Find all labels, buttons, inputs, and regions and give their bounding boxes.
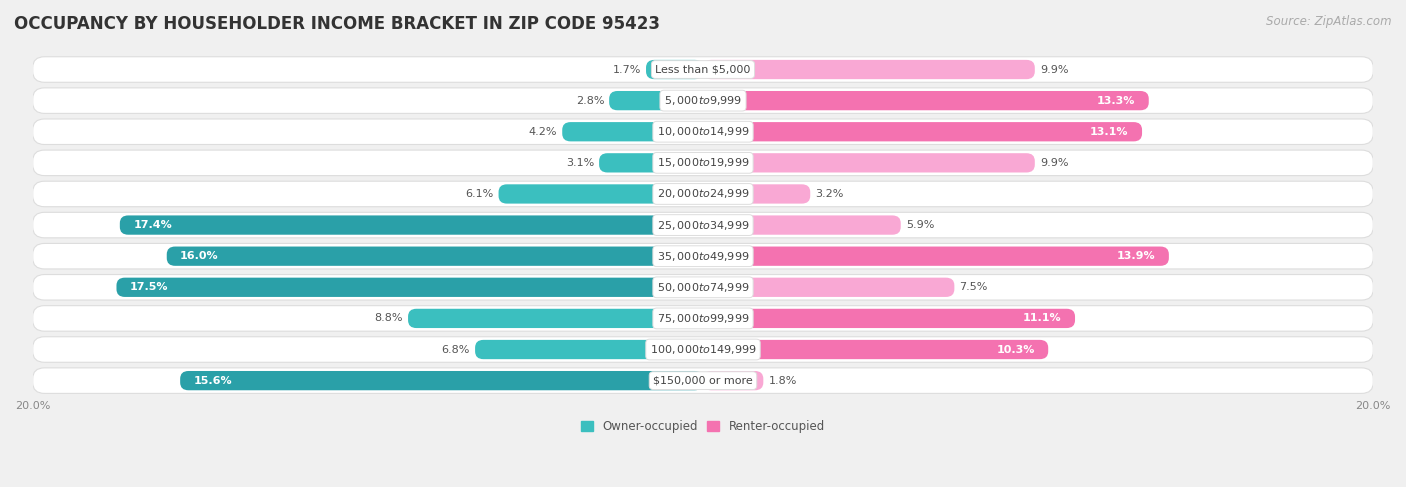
Text: $15,000 to $19,999: $15,000 to $19,999 <box>657 156 749 169</box>
FancyBboxPatch shape <box>703 215 901 235</box>
Text: 4.2%: 4.2% <box>529 127 557 137</box>
Text: 5.9%: 5.9% <box>905 220 934 230</box>
Text: 13.1%: 13.1% <box>1090 127 1129 137</box>
Text: 3.2%: 3.2% <box>815 189 844 199</box>
Text: $5,000 to $9,999: $5,000 to $9,999 <box>664 94 742 107</box>
FancyBboxPatch shape <box>32 368 1374 393</box>
Text: $25,000 to $34,999: $25,000 to $34,999 <box>657 219 749 232</box>
FancyBboxPatch shape <box>703 184 810 204</box>
Text: $100,000 to $149,999: $100,000 to $149,999 <box>650 343 756 356</box>
Text: $10,000 to $14,999: $10,000 to $14,999 <box>657 125 749 138</box>
FancyBboxPatch shape <box>703 246 1168 266</box>
FancyBboxPatch shape <box>32 212 1374 238</box>
FancyBboxPatch shape <box>499 184 703 204</box>
Text: 6.8%: 6.8% <box>441 344 470 355</box>
Legend: Owner-occupied, Renter-occupied: Owner-occupied, Renter-occupied <box>576 416 830 438</box>
FancyBboxPatch shape <box>32 244 1374 269</box>
Text: 13.3%: 13.3% <box>1097 95 1136 106</box>
FancyBboxPatch shape <box>703 340 1049 359</box>
Text: $35,000 to $49,999: $35,000 to $49,999 <box>657 250 749 262</box>
FancyBboxPatch shape <box>32 306 1374 331</box>
FancyBboxPatch shape <box>703 122 1142 141</box>
FancyBboxPatch shape <box>32 275 1374 300</box>
Text: 17.5%: 17.5% <box>129 282 169 292</box>
FancyBboxPatch shape <box>703 371 763 390</box>
Text: 9.9%: 9.9% <box>1040 64 1069 75</box>
FancyBboxPatch shape <box>120 215 703 235</box>
FancyBboxPatch shape <box>645 60 703 79</box>
Text: 10.3%: 10.3% <box>997 344 1035 355</box>
Text: 15.6%: 15.6% <box>194 375 232 386</box>
FancyBboxPatch shape <box>32 119 1374 145</box>
Text: 1.8%: 1.8% <box>768 375 797 386</box>
FancyBboxPatch shape <box>703 278 955 297</box>
Text: $75,000 to $99,999: $75,000 to $99,999 <box>657 312 749 325</box>
Text: 17.4%: 17.4% <box>134 220 172 230</box>
FancyBboxPatch shape <box>703 91 1149 110</box>
Text: 9.9%: 9.9% <box>1040 158 1069 168</box>
Text: OCCUPANCY BY HOUSEHOLDER INCOME BRACKET IN ZIP CODE 95423: OCCUPANCY BY HOUSEHOLDER INCOME BRACKET … <box>14 15 659 33</box>
Text: 16.0%: 16.0% <box>180 251 219 261</box>
Text: 2.8%: 2.8% <box>575 95 605 106</box>
Text: Less than $5,000: Less than $5,000 <box>655 64 751 75</box>
FancyBboxPatch shape <box>475 340 703 359</box>
FancyBboxPatch shape <box>703 60 1035 79</box>
FancyBboxPatch shape <box>703 309 1076 328</box>
Text: $20,000 to $24,999: $20,000 to $24,999 <box>657 187 749 201</box>
Text: 11.1%: 11.1% <box>1024 314 1062 323</box>
FancyBboxPatch shape <box>599 153 703 172</box>
FancyBboxPatch shape <box>117 278 703 297</box>
Text: 8.8%: 8.8% <box>374 314 404 323</box>
FancyBboxPatch shape <box>180 371 703 390</box>
FancyBboxPatch shape <box>703 153 1035 172</box>
FancyBboxPatch shape <box>562 122 703 141</box>
FancyBboxPatch shape <box>32 57 1374 82</box>
FancyBboxPatch shape <box>408 309 703 328</box>
Text: 6.1%: 6.1% <box>465 189 494 199</box>
FancyBboxPatch shape <box>609 91 703 110</box>
Text: Source: ZipAtlas.com: Source: ZipAtlas.com <box>1267 15 1392 28</box>
Text: 1.7%: 1.7% <box>613 64 641 75</box>
Text: 7.5%: 7.5% <box>959 282 988 292</box>
FancyBboxPatch shape <box>167 246 703 266</box>
Text: $50,000 to $74,999: $50,000 to $74,999 <box>657 281 749 294</box>
FancyBboxPatch shape <box>32 181 1374 206</box>
Text: 13.9%: 13.9% <box>1116 251 1156 261</box>
Text: $150,000 or more: $150,000 or more <box>654 375 752 386</box>
Text: 3.1%: 3.1% <box>565 158 595 168</box>
FancyBboxPatch shape <box>32 88 1374 113</box>
FancyBboxPatch shape <box>32 150 1374 176</box>
FancyBboxPatch shape <box>32 337 1374 362</box>
